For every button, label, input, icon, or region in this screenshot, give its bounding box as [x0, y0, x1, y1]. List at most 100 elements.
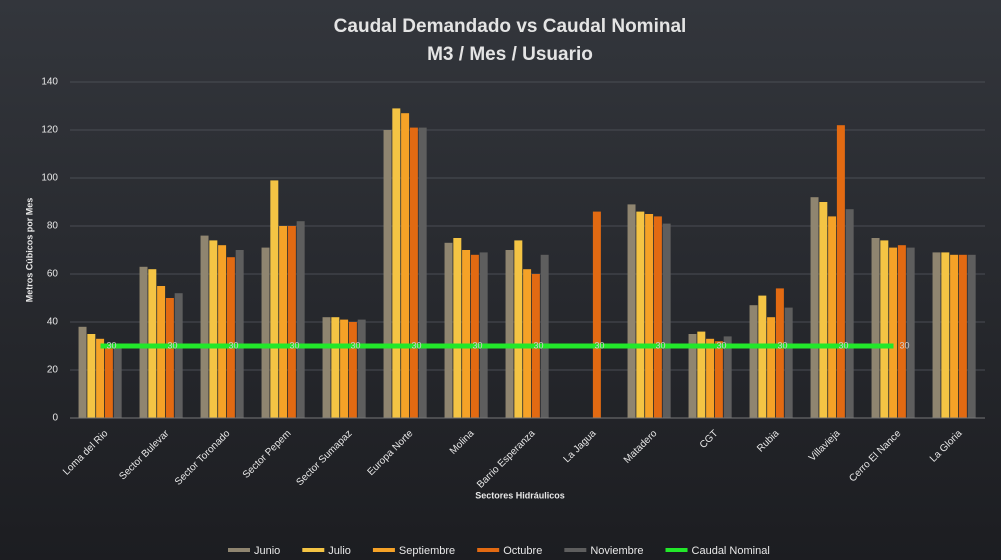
- bar: [871, 238, 880, 418]
- bar: [932, 252, 941, 418]
- bar: [749, 305, 758, 418]
- y-tick-label: 60: [47, 269, 59, 280]
- bar: [906, 247, 915, 418]
- y-tick-label: 100: [41, 173, 58, 184]
- bar: [209, 240, 218, 418]
- data-label: 30: [778, 340, 788, 350]
- bar: [653, 216, 662, 418]
- bar: [270, 180, 279, 418]
- bar: [165, 298, 174, 418]
- chart-title: Caudal Demandado vs Caudal Nominal: [334, 16, 687, 37]
- bar: [383, 130, 392, 418]
- bar: [322, 317, 331, 418]
- data-label: 30: [900, 340, 910, 350]
- bar: [775, 288, 784, 418]
- bar: [810, 197, 819, 418]
- bar: [340, 319, 349, 418]
- legend-swatch: [372, 548, 395, 552]
- y-tick-label: 0: [52, 413, 58, 424]
- data-label: 30: [229, 340, 239, 350]
- y-tick-label: 20: [47, 365, 59, 376]
- bar: [836, 125, 845, 418]
- bar: [331, 317, 340, 418]
- legend-label: Caudal Nominal: [692, 545, 770, 557]
- data-label: 30: [351, 340, 361, 350]
- bar: [104, 343, 113, 418]
- bar: [828, 216, 837, 418]
- y-axis-title: Metros Cúbicos por Mes: [24, 198, 34, 303]
- data-label: 30: [107, 340, 117, 350]
- y-tick-label: 80: [47, 221, 59, 232]
- bar: [723, 336, 732, 418]
- legend-swatch: [564, 548, 587, 552]
- bar: [348, 322, 357, 418]
- y-tick-label: 120: [41, 125, 58, 136]
- bar: [845, 209, 854, 418]
- bar: [645, 214, 654, 418]
- data-label: 30: [656, 340, 666, 350]
- bar: [592, 211, 601, 418]
- bar: [78, 326, 87, 418]
- legend-label: Octubre: [503, 545, 542, 557]
- data-label: 30: [534, 340, 544, 350]
- bar: [880, 240, 889, 418]
- bar: [636, 211, 645, 418]
- bar: [235, 250, 244, 418]
- bar: [958, 254, 967, 418]
- bar: [540, 254, 549, 418]
- bar: [514, 240, 523, 418]
- chart-subtitle: M3 / Mes / Usuario: [427, 44, 593, 65]
- legend-label: Septiembre: [399, 545, 455, 557]
- bar: [662, 223, 671, 418]
- bar: [767, 317, 776, 418]
- data-label: 30: [595, 340, 605, 350]
- bar: [357, 319, 366, 418]
- bar: [688, 334, 697, 418]
- data-label: 30: [290, 340, 300, 350]
- bar: [784, 307, 793, 418]
- bar: [418, 127, 427, 418]
- bar: [113, 346, 122, 418]
- data-label: 30: [473, 340, 483, 350]
- legend-swatch: [665, 548, 688, 552]
- bar: [706, 338, 715, 418]
- bar: [697, 331, 706, 418]
- bar: [296, 221, 305, 418]
- legend-swatch: [302, 548, 325, 552]
- bar: [226, 257, 235, 418]
- bar: [950, 254, 959, 418]
- y-tick-label: 140: [41, 77, 58, 88]
- bar: [505, 250, 514, 418]
- bar: [139, 266, 148, 418]
- bar: [444, 242, 453, 418]
- data-label: 30: [717, 340, 727, 350]
- bar: [218, 245, 227, 418]
- bar: [287, 226, 296, 418]
- bar: [453, 238, 462, 418]
- data-label: 30: [168, 340, 178, 350]
- bar: [470, 254, 479, 418]
- legend-label: Noviembre: [590, 545, 643, 557]
- y-tick-label: 40: [47, 317, 59, 328]
- legend-swatch: [477, 548, 500, 552]
- legend-label: Julio: [328, 545, 351, 557]
- bar: [87, 334, 96, 418]
- bar: [409, 127, 418, 418]
- bar: [279, 226, 288, 418]
- bar: [889, 247, 898, 418]
- bar: [714, 341, 723, 418]
- x-axis-title: Sectores Hidráulicos: [475, 490, 565, 500]
- bar: [157, 286, 166, 418]
- bar: [261, 247, 270, 418]
- bar: [897, 245, 906, 418]
- data-label: 30: [412, 340, 422, 350]
- bar: [967, 254, 976, 418]
- bar: [174, 293, 183, 418]
- bar: [392, 108, 401, 419]
- bar: [200, 235, 209, 418]
- bar: [462, 250, 471, 418]
- data-label: 30: [839, 340, 849, 350]
- bar: [401, 113, 410, 418]
- bar: [479, 252, 488, 418]
